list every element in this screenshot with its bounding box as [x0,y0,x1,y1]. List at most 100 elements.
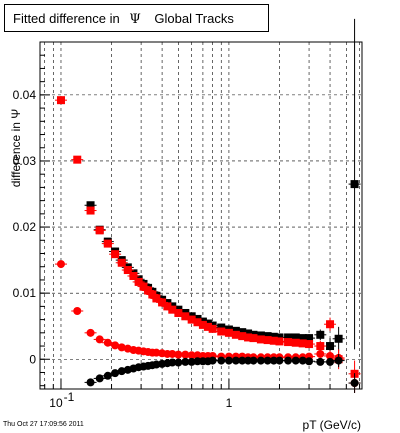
data-point [284,338,293,347]
data-point [86,378,95,387]
data-point [231,330,240,339]
data-point [193,318,202,327]
data-point [86,201,95,210]
y-tick-label: 0.02 [13,220,37,234]
data-point [181,350,190,359]
data-point [284,356,293,365]
grid [40,42,362,389]
data-point [163,302,172,311]
data-point [95,226,104,235]
data-point [284,333,293,342]
series-3 [84,353,361,393]
data-point [148,290,157,299]
data-point [316,342,325,351]
data-point [326,320,335,329]
data-point [305,357,314,366]
data-point [129,271,138,280]
y-tick-label: 0 [29,352,36,366]
data-point [275,356,284,365]
title-main: Fitted difference in [13,11,120,26]
data-point [117,343,126,352]
title-suffix: Global Tracks [154,11,234,26]
data-point [298,339,307,348]
data-point [103,239,112,248]
data-point [117,258,126,267]
data-point [181,312,190,321]
data-point [95,374,104,383]
data-point [198,320,207,329]
data-point [263,356,272,365]
data-point [208,324,217,333]
data-point [86,206,95,215]
data-point [269,336,278,345]
data-point [305,340,314,349]
series-1 [54,96,361,388]
data-point [95,335,104,344]
title-psi-symbol: Ψ [129,12,141,27]
data-point [334,334,343,343]
data-point [174,308,183,317]
data-point [291,338,300,347]
data-point [103,338,112,347]
data-point [298,356,307,365]
data-point [256,335,265,344]
data-point [217,327,226,336]
data-point [224,328,233,337]
data-point [298,334,307,343]
data-point [256,356,265,365]
data-point [123,266,132,275]
data-point [144,286,153,295]
data-point [316,357,325,366]
data-point [174,350,183,359]
data-point [208,356,217,365]
data-point [158,298,167,307]
data-point [291,356,300,365]
data-point [316,330,325,339]
data-point [174,358,183,367]
data-point [56,260,65,269]
data-point [134,277,143,286]
data-point [231,356,240,365]
data-point [326,342,335,351]
plot-border [39,41,363,390]
data-point [168,349,177,358]
y-tick-label: 0.04 [13,88,37,102]
plot-frame [39,41,363,390]
data-point [139,282,148,291]
axis-ticks: 0 0.01 0.02 0.03 0.04 10 -1 1 [13,54,361,410]
data-point [350,180,359,189]
data-point [350,379,359,388]
data-point [73,307,82,316]
data-point [263,336,272,345]
data-points [54,18,361,393]
timestamp-footer: Thu Oct 27 17:09:56 2011 [3,421,84,428]
data-point [117,367,126,376]
series-0 [84,18,361,354]
x-tick-label: 1 [226,396,233,410]
x-axis-title: pT (GeV/c) [303,418,361,432]
data-point [326,357,335,366]
data-point [305,334,314,343]
data-point [181,357,190,366]
data-point [316,349,325,358]
data-point [56,96,65,105]
data-point [217,356,226,365]
y-tick-label: 0.01 [13,286,37,300]
data-point [152,294,161,303]
x-tick-exponent: -1 [64,390,75,404]
data-point [203,322,212,331]
axis-labels: pT (GeV/c) difference in Ψ [9,109,361,432]
data-point [244,333,253,342]
y-axis-title: difference in Ψ [9,109,23,188]
data-point [291,333,300,342]
data-point [275,337,284,346]
chart-title: Fitted difference in Ψ Global Tracks [13,11,234,27]
data-point [103,371,112,380]
data-point [187,315,196,324]
data-point [73,155,82,164]
data-point [224,356,233,365]
data-point [249,334,258,343]
data-point [168,305,177,314]
x-tick-label: 10 [49,396,63,410]
